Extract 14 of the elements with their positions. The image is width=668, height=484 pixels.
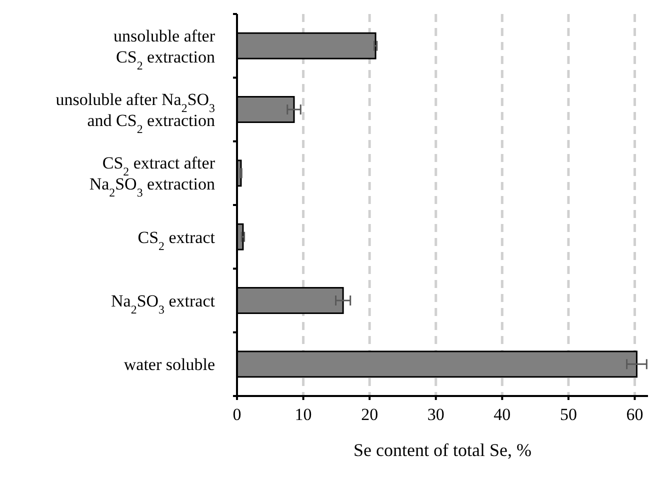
- category-label: unsoluble after Na$_{2}$SO$_{3}$ and CS$_{2}$ extraction: [56, 90, 215, 136]
- x-tick-label: 40: [494, 405, 511, 424]
- x-tick-label: 30: [427, 405, 444, 424]
- x-tick-label: 20: [361, 405, 378, 424]
- x-tick-label: 0: [232, 405, 242, 424]
- x-axis-title: Se content of total Se, %: [354, 440, 532, 460]
- x-tick-label: 10: [294, 405, 312, 424]
- y-tick-label: CS$_{2}$ extract: [138, 228, 216, 253]
- category-label: CS$_{2}$ extract after Na$_{2}$SO$_{3}$ extraction: [89, 154, 215, 200]
- y-tick-label: unsoluble after CS$_{2}$ extraction: [114, 26, 216, 72]
- y-tick-label: Na$_{2}$SO$_{3}$ extract: [111, 292, 216, 316]
- y-tick-label: water soluble: [124, 355, 215, 374]
- x-tick-label: 50: [560, 405, 577, 424]
- x-tick-label: 60: [626, 405, 644, 424]
